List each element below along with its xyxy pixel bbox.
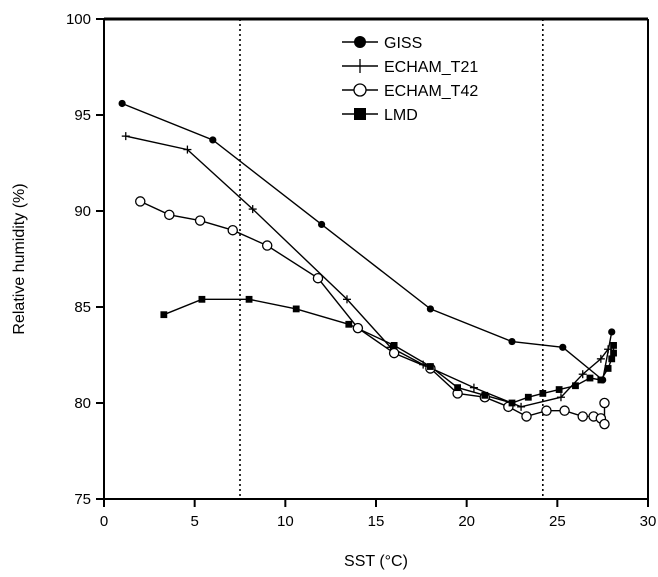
- x-tick-label: 20: [458, 513, 475, 530]
- data-point-echam-t42: [352, 322, 364, 334]
- data-point-echam-t42: [261, 240, 273, 251]
- data-point-echam-t21: [183, 145, 192, 154]
- legend-label-echam-t42: ECHAM_T42: [384, 83, 478, 100]
- series-markers: [118, 99, 617, 430]
- data-point-lmd: [198, 295, 206, 303]
- x-tick-label: 5: [190, 513, 198, 530]
- x-tick-label: 30: [640, 513, 657, 530]
- x-axis-label: SST (°C): [344, 553, 408, 570]
- legend-marker-echam-t42: [353, 83, 367, 97]
- data-point-echam-t42: [135, 196, 146, 207]
- data-point-echam-t21: [578, 370, 587, 379]
- data-point-lmd: [454, 384, 461, 392]
- data-point-lmd: [481, 391, 489, 399]
- data-point-lmd: [608, 355, 616, 363]
- data-point-lmd: [427, 363, 434, 370]
- data-point-lmd: [245, 295, 253, 303]
- data-point-echam-t42: [194, 215, 206, 226]
- data-point-lmd: [292, 305, 300, 313]
- series-line-lmd: [163, 298, 615, 404]
- data-point-lmd: [572, 382, 579, 390]
- y-tick-label: 75: [74, 491, 91, 508]
- data-point-echam-t21: [419, 360, 428, 369]
- reference-lines: [239, 19, 544, 499]
- data-point-echam-t42: [521, 411, 532, 422]
- data-point-lmd: [539, 390, 547, 397]
- data-point-echam-t21: [517, 402, 526, 411]
- y-axis-label: Relative humidity (%): [11, 183, 28, 334]
- data-point-echam-t21: [469, 383, 478, 392]
- data-point-giss: [508, 337, 516, 346]
- legend-label-echam-t21: ECHAM_T21: [384, 59, 478, 76]
- data-point-lmd: [597, 376, 605, 384]
- data-point-echam-t42: [164, 209, 175, 221]
- data-point-lmd: [524, 393, 532, 401]
- data-point-lmd: [604, 365, 612, 372]
- data-point-lmd: [390, 342, 398, 349]
- data-point-echam-t21: [596, 354, 605, 363]
- y-tick-label: 100: [66, 11, 91, 28]
- y-tick-label: 95: [74, 107, 91, 124]
- data-point-lmd: [610, 342, 617, 349]
- data-point-echam-t42: [312, 272, 324, 284]
- data-point-echam-t42: [599, 418, 610, 430]
- data-point-giss: [559, 343, 567, 351]
- x-tick-label: 10: [277, 513, 294, 530]
- series-line-echam-t42: [140, 200, 606, 427]
- y-tick-label: 90: [74, 203, 91, 220]
- grid-and-axes: 0 5 10 15 20 25 30 75 80 85 90 95 100: [66, 11, 656, 530]
- data-point-giss: [426, 305, 434, 313]
- data-point-echam-t21: [556, 393, 565, 402]
- data-point-lmd: [555, 386, 563, 393]
- legend-marker-lmd: [354, 108, 366, 120]
- data-point-echam-t42: [599, 397, 610, 409]
- series-line-echam-t21: [125, 135, 609, 408]
- x-tick-label: 15: [368, 513, 385, 530]
- data-point-lmd: [345, 320, 353, 328]
- series-lines: [121, 102, 615, 427]
- x-tick-label: 25: [549, 513, 566, 530]
- data-point-lmd: [610, 349, 617, 357]
- data-point-lmd: [160, 311, 168, 319]
- series-line-giss: [121, 102, 613, 382]
- data-point-echam-t21: [248, 205, 257, 214]
- data-point-giss: [318, 220, 326, 229]
- x-tick-label: 0: [100, 513, 108, 530]
- data-point-giss: [118, 99, 126, 108]
- data-point-echam-t21: [342, 295, 351, 304]
- data-point-echam-t21: [121, 132, 130, 141]
- data-point-echam-t21: [604, 345, 613, 354]
- data-point-lmd: [508, 399, 516, 407]
- data-point-lmd: [586, 374, 594, 382]
- y-tick-label: 85: [74, 299, 91, 316]
- legend-marker-giss: [354, 36, 366, 48]
- data-point-echam-t42: [577, 411, 588, 422]
- legend-label-giss: GISS: [384, 35, 422, 52]
- data-point-giss: [608, 328, 616, 336]
- data-point-echam-t42: [559, 405, 570, 416]
- data-point-echam-t42: [541, 405, 552, 416]
- data-point-giss: [209, 136, 217, 144]
- legend: GISS ECHAM_T21 ECHAM_T42 LMD: [342, 35, 478, 124]
- data-point-echam-t42: [388, 347, 400, 359]
- y-tick-label: 80: [74, 395, 91, 412]
- legend-label-lmd: LMD: [384, 107, 418, 124]
- data-point-echam-t42: [227, 224, 238, 236]
